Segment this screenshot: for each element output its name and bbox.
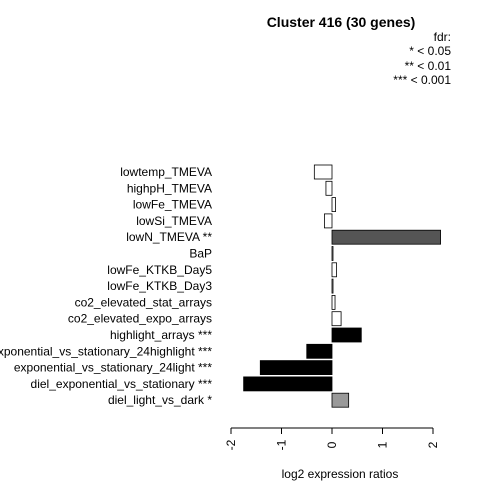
category-label: lowFe_KTKB_Day5 [107, 263, 212, 277]
bar [306, 343, 333, 359]
category-label: lowFe_KTKB_Day3 [107, 279, 212, 293]
bar [331, 294, 336, 310]
category-label: co2_elevated_stat_arrays [75, 295, 212, 309]
category-label: highpH_TMEVA [127, 181, 212, 195]
bar [324, 213, 333, 229]
x-tick-label: -2 [224, 439, 238, 450]
category-label: co2_elevated_expo_arrays [68, 312, 212, 326]
category-label: highlight_arrays *** [110, 328, 212, 342]
category-label: diel_light_vs_dark * [108, 393, 212, 407]
x-tick-label: -1 [275, 439, 289, 450]
legend: fdr: * < 0.05 ** < 0.01 *** < 0.001 [393, 30, 451, 87]
bar [331, 229, 441, 245]
x-axis: -2 -1 0 1 2 [224, 427, 440, 450]
bar [331, 262, 337, 278]
category-label: exponential_vs_stationary_24highlight **… [0, 344, 212, 358]
bar [331, 311, 342, 327]
chart-title: Cluster 416 (30 genes) [267, 14, 416, 30]
category-labels: lowtemp_TMEVA highpH_TMEVA lowFe_TMEVA lowS… [0, 165, 212, 407]
bar [331, 197, 336, 213]
category-label: lowtemp_TMEVA [120, 165, 212, 179]
x-tick-label: 2 [426, 441, 440, 448]
category-label: lowN_TMEVA ** [126, 230, 212, 244]
legend-entry: ** < 0.01 [405, 59, 452, 73]
legend-entry: * < 0.05 [409, 44, 451, 58]
category-label: lowSi_TMEVA [136, 214, 212, 228]
x-tick-label: 0 [325, 441, 339, 448]
bar [325, 180, 333, 196]
bar [259, 360, 333, 376]
bar [331, 392, 350, 408]
category-label: exponential_vs_stationary_24light *** [14, 361, 212, 375]
bar [243, 376, 333, 392]
bar [313, 164, 333, 180]
legend-title: fdr: [434, 30, 451, 44]
legend-entry: *** < 0.001 [393, 73, 451, 87]
bar [331, 246, 334, 261]
category-label: BaP [189, 247, 212, 261]
x-tick-label: 1 [376, 441, 390, 448]
bars-group [243, 164, 441, 408]
bar [331, 327, 362, 343]
bar [331, 278, 334, 294]
category-label: lowFe_TMEVA [133, 198, 212, 212]
x-axis-title: log2 expression ratios [282, 467, 399, 481]
category-label: diel_exponential_vs_stationary *** [31, 377, 213, 391]
